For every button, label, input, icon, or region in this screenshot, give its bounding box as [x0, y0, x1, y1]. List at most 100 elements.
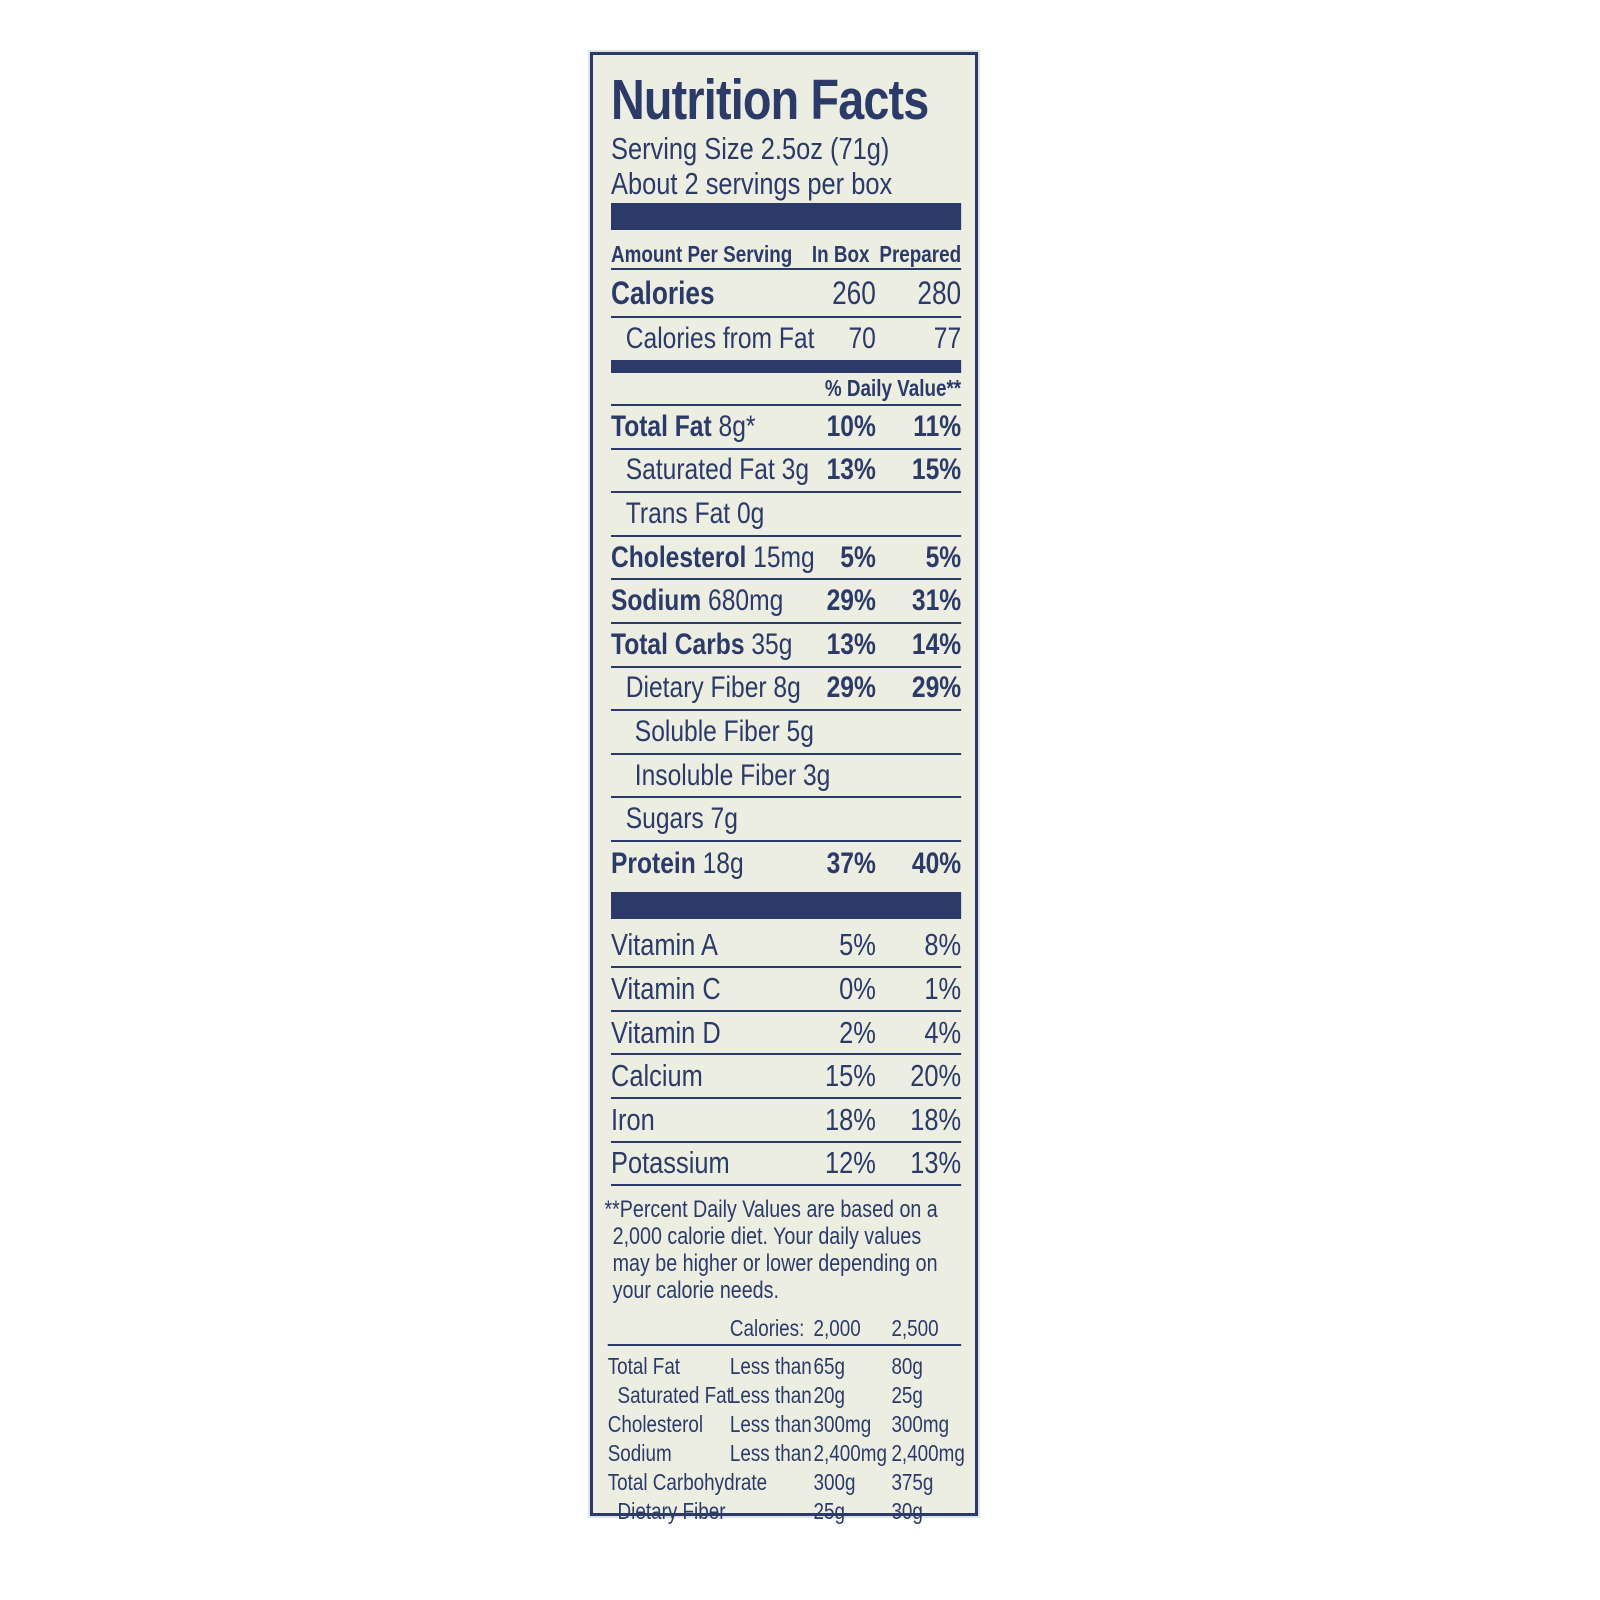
dv-cell: Less than: [729, 1382, 812, 1409]
vitamin-row: Vitamin D 2% 4%: [611, 1012, 962, 1056]
nutrient-row: Sodium 680mg 29% 31%: [611, 580, 962, 624]
nutrient-name: Saturated Fat 3g: [625, 453, 810, 487]
footnote-line: **Percent Daily Values are based on a: [604, 1196, 938, 1224]
prepared-header: Prepared: [879, 241, 962, 267]
dv-header-cell: 2,000: [813, 1315, 861, 1342]
dv-cell: Less than: [729, 1440, 812, 1467]
nutrient-row: Protein 18g 37% 40%: [611, 842, 961, 886]
nutrient-label: Protein 18g: [611, 847, 961, 881]
dv-table-row: Cholesterol Less than 300mg 300mg: [608, 1410, 961, 1439]
vitamin-row: Calcium 15% 20%: [611, 1055, 962, 1099]
footnote-line: may be higher or lower depending on: [612, 1250, 938, 1278]
dv-cell: 2,400mg: [891, 1440, 965, 1467]
nutrient-amount: 15mg: [753, 540, 815, 574]
dv-table-row: Dietary Fiber 25g 30g: [608, 1497, 961, 1526]
vitamin-row: Potassium 12% 13%: [611, 1143, 962, 1187]
nutrient-in-box-dv: 29%: [826, 584, 876, 618]
dv-cell: Total Carbohydrate: [607, 1469, 768, 1496]
dv-cell: Dietary Fiber: [617, 1498, 726, 1525]
vitamin-prepared: 18%: [910, 1101, 962, 1137]
in-box-header: In Box: [811, 241, 870, 267]
dv-cell: 375g: [891, 1469, 934, 1496]
nutrient-row: Insoluble Fiber 3g: [611, 755, 962, 799]
calories-from-fat-prepared: 77: [933, 322, 962, 355]
thick-divider: [611, 891, 962, 919]
nutrient-name: Protein: [611, 846, 696, 880]
nutrient-in-box-dv: 5%: [840, 540, 876, 574]
serving-size: Serving Size 2.5oz (71g): [611, 131, 890, 166]
footnote-line: your calorie needs.: [612, 1277, 779, 1305]
thick-divider: [611, 360, 962, 373]
calories-from-fat-in-box: 70: [848, 322, 876, 355]
nutrient-in-box-dv: 13%: [826, 627, 876, 661]
calories-row: Calories 260 280: [611, 270, 962, 318]
nutrient-amount: 680mg: [708, 584, 784, 618]
nutrient-name: Cholesterol: [611, 540, 747, 574]
nutrient-row: Total Fat 8g* 10% 11%: [611, 406, 962, 450]
nutrient-name: Insoluble Fiber 3g: [634, 758, 831, 792]
nutrient-label: Dietary Fiber 8g: [611, 671, 961, 705]
nutrient-amount: 18g: [702, 846, 744, 880]
calories-from-fat-label: Calories from Fat: [625, 322, 815, 355]
vitamin-in-box: 5%: [839, 927, 876, 963]
nutrient-row: Trans Fat 0g: [611, 493, 962, 537]
vitamin-name: Iron: [611, 1101, 655, 1137]
nutrient-row: Saturated Fat 3g 13% 15%: [611, 450, 962, 494]
vitamin-prepared: 4%: [924, 1014, 962, 1050]
nutrient-amount: 8g*: [718, 409, 756, 443]
dv-cell: 80g: [891, 1353, 923, 1380]
vitamin-in-box: 18%: [824, 1101, 876, 1137]
nutrient-prepared-dv: 40%: [911, 846, 962, 880]
dv-cell: 25g: [891, 1382, 923, 1409]
vitamin-row: Vitamin C 0% 1%: [611, 968, 962, 1012]
nutrient-prepared-dv: 5%: [925, 540, 962, 574]
dv-cell: 300mg: [813, 1411, 872, 1438]
vitamin-prepared: 8%: [924, 927, 962, 963]
vitamin-prepared: 13%: [910, 1145, 962, 1181]
daily-value-header: % Daily Value**: [611, 373, 962, 406]
nutrient-prepared-dv: 14%: [911, 627, 962, 661]
amount-per-serving-label: Amount Per Serving: [611, 241, 793, 267]
nutrient-name: Total Carbs: [611, 627, 745, 661]
nutrient-label: Cholesterol 15mg: [611, 541, 961, 575]
nutrient-name: Trans Fat 0g: [625, 496, 765, 530]
footnote: **Percent Daily Values are based on a 2,0…: [604, 1186, 961, 1304]
nutrient-label: Sugars 7g: [611, 802, 961, 836]
vitamin-in-box: 12%: [824, 1145, 876, 1181]
nutrient-in-box-dv: 10%: [826, 409, 876, 443]
calories-from-fat-row: Calories from Fat 70 77: [611, 318, 961, 360]
dv-table-row: Total Carbohydrate 300g 375g: [608, 1468, 961, 1497]
dv-cell: Total Fat: [607, 1353, 681, 1380]
nutrient-prepared-dv: 11%: [913, 409, 962, 443]
vitamin-list: Vitamin A 5% 8% Vitamin C 0% 1% Vitamin D 2% 4% C…: [611, 925, 962, 1187]
vitamin-prepared: 1%: [924, 970, 962, 1006]
nutrient-name: Dietary Fiber 8g: [625, 671, 801, 705]
nutrient-in-box-dv: 29%: [826, 671, 876, 705]
calories-in-box: 260: [832, 274, 876, 311]
vitamin-row: Iron 18% 18%: [611, 1099, 962, 1143]
nutrient-list: Total Fat 8g* 10% 11% Saturated Fat 3g 13% 15…: [611, 406, 962, 886]
nutrient-label: Total Fat 8g*: [611, 410, 961, 444]
vitamin-row: Vitamin A 5% 8%: [611, 925, 962, 969]
footnote-line: 2,000 calorie diet. Your daily values: [612, 1223, 922, 1251]
nutrient-row: Soluble Fiber 5g: [611, 711, 962, 755]
dv-cell: 300mg: [891, 1411, 950, 1438]
dv-cell: Saturated Fat: [617, 1382, 732, 1409]
dv-cell: Cholesterol: [607, 1411, 704, 1438]
nutrient-in-box-dv: 13%: [826, 453, 876, 487]
nutrient-label: Total Carbs 35g: [611, 628, 961, 662]
nutrient-label: Insoluble Fiber 3g: [611, 759, 961, 793]
nutrient-name: Sodium: [611, 584, 702, 618]
vitamin-name: Potassium: [611, 1145, 730, 1181]
dv-table-row: Sodium Less than 2,400mg 2,400mg: [608, 1439, 965, 1468]
dv-table-row: Total Fat Less than 65g 80g: [608, 1352, 961, 1381]
daily-value-reference-table: Calories: 2,000 2,500 Total Fat Less than 65g…: [607, 1314, 965, 1526]
nutrient-prepared-dv: 31%: [911, 584, 962, 618]
dv-header-cell: 2,500: [891, 1315, 939, 1342]
dv-table-header: Calories: 2,000 2,500: [607, 1314, 962, 1347]
calories-label: Calories: [611, 274, 715, 311]
dv-cell: 300g: [813, 1469, 856, 1496]
dv-cell: Less than: [729, 1353, 812, 1380]
vitamin-name: Vitamin D: [611, 1014, 721, 1050]
dv-table-row: Saturated Fat Less than 20g 25g: [608, 1381, 961, 1410]
